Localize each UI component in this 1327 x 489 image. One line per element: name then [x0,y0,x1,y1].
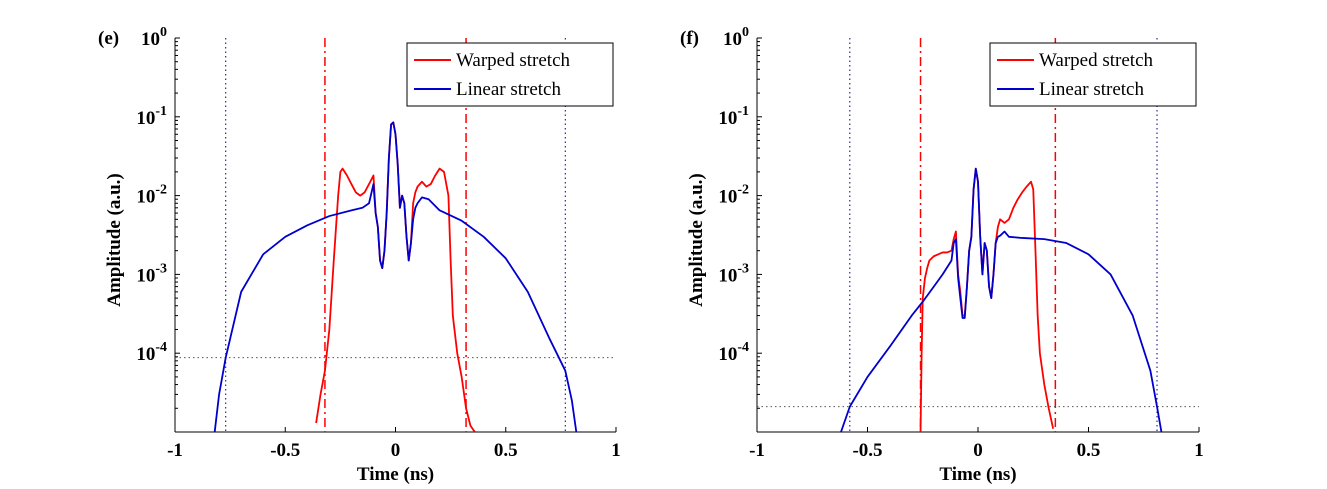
plot-area [840,167,1163,432]
y-tick-exponent: -2 [155,183,167,198]
legend-label-linear: Linear stretch [1039,79,1144,100]
legend-box [406,42,614,107]
x-tick-label: -0.5 [852,440,882,461]
y-tick-base: 10 [136,187,155,208]
y-tick-base: 10 [718,187,737,208]
y-tick-exponent: -4 [737,340,749,355]
y-tick-exponent: -1 [155,104,167,119]
y-tick-label: 100 [141,25,167,50]
y-tick-base: 10 [718,344,737,365]
y-tick-base: 10 [718,265,737,286]
y-tick-label: 10-2 [718,183,749,208]
y-tick-label: 100 [723,25,749,50]
x-tick-label: -0.5 [270,440,300,461]
y-axis-label: Amplitude (a.u.) [104,173,125,307]
series-warped-stretch [315,121,476,432]
y-tick-label: 10-1 [136,104,167,129]
y-tick-exponent: -1 [737,104,749,119]
x-axis-label: Time (ns) [939,464,1016,485]
legend-label-warped: Warped stretch [1039,50,1154,71]
x-axis-label: Time (ns) [357,464,434,485]
series-linear-stretch [213,121,578,432]
y-tick-label: 10-3 [136,261,167,286]
x-tick-label: 0.5 [494,440,518,461]
panel-label: (e) [98,28,119,49]
y-tick-base: 10 [718,108,737,129]
x-tick-label: -1 [749,440,765,461]
x-tick-label: 0 [973,440,983,461]
y-tick-label: 10-2 [136,183,167,208]
y-axis-label: Amplitude (a.u.) [686,173,707,307]
x-tick-label: 0 [391,440,401,461]
series-linear-stretch [840,167,1163,432]
y-tick-base: 10 [136,108,155,129]
legend-label-linear: Linear stretch [456,79,561,100]
panel-label: (f) [680,28,699,49]
y-tick-exponent: -3 [155,261,167,276]
y-tick-label: 10-4 [136,340,167,365]
x-tick-label: 0.5 [1077,440,1101,461]
x-tick-label: -1 [167,440,183,461]
legend-label-warped: Warped stretch [456,50,571,71]
series-warped-stretch [919,167,1055,432]
y-tick-exponent: -2 [737,183,749,198]
y-tick-label: 10-3 [718,261,749,286]
legend-box [989,42,1197,107]
x-tick-label: 1 [611,440,621,461]
y-tick-label: 10-4 [718,340,749,365]
y-tick-base: 10 [136,265,155,286]
plot-area [213,121,578,432]
legend: Warped stretch Linear stretch [989,42,1197,107]
legend: Warped stretch Linear stretch [406,42,614,107]
y-tick-exponent: 0 [160,25,167,40]
y-tick-base: 10 [136,344,155,365]
y-tick-exponent: 0 [742,25,749,40]
y-tick-exponent: -3 [737,261,749,276]
y-tick-exponent: -4 [155,340,167,355]
y-tick-base: 10 [723,29,742,50]
x-tick-label: 1 [1194,440,1204,461]
y-tick-base: 10 [141,29,160,50]
y-tick-label: 10-1 [718,104,749,129]
